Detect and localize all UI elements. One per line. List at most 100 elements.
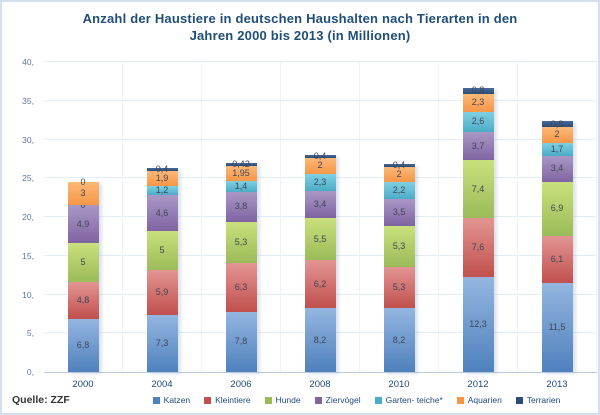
segment-value-label: 12,3: [469, 318, 487, 329]
x-axis-label-2006: 2006: [230, 379, 252, 390]
segment-value-label: 6,8: [76, 340, 90, 351]
category-column-2010: 8,2 5,3 5,3 3,5 2,2 2 0,4 2010: [360, 62, 439, 390]
bar-segment-Katzen-2013: 11,5: [541, 282, 573, 372]
bar-segment-Terrarien-2012: 0,8: [462, 85, 494, 96]
segment-value-label: 6,2: [313, 278, 327, 289]
bar-segment-Terrarien-2010: 0,4: [383, 159, 415, 170]
bar-segment-Ziervögel-2010: 3,5: [383, 199, 415, 227]
y-axis-tick-label: 25,: [22, 173, 34, 184]
gridline: [44, 99, 597, 101]
segment-value-label: 1,9: [155, 173, 169, 184]
bar-segment-Kleintiere-2006: 6,3: [225, 262, 257, 312]
bar-segment-Garten- teiche*-2010: 2,2: [383, 182, 415, 200]
segment-value-label: 5,5: [313, 233, 327, 244]
legend-item-Katzen: Katzen: [152, 395, 191, 405]
legend-item-Terrarien: Terrarien: [515, 395, 560, 405]
bar-segment-Katzen-2004: 7,3: [146, 315, 178, 372]
x-axis-label-2004: 2004: [151, 379, 173, 390]
chart-title-line1: Anzahl der Haustiere in deutschen Hausha…: [82, 11, 518, 26]
segment-value-label: 2,2: [392, 185, 406, 196]
bar-segment-Aquarien-2000: 3: [67, 182, 99, 206]
bar-segment-Kleintiere-2013: 6,1: [541, 235, 573, 283]
segment-value-label: 6,1: [550, 253, 564, 264]
bar-segment-Garten- teiche*-2008: 2,3: [304, 173, 336, 192]
segment-value-label: 5: [80, 257, 86, 268]
y-axis-tick-label: 15,: [22, 250, 34, 261]
bar-segment-Hunde-2004: 5: [146, 230, 178, 270]
legend-item-Aquarien: Aquarien: [456, 395, 502, 405]
legend-swatch-icon: [314, 396, 322, 404]
x-axis-label-2010: 2010: [388, 379, 410, 390]
category-column-2008: 8,2 6,2 5,5 3,4 2,3 2 0,4 2008: [281, 62, 360, 390]
source-label: Quelle: ZZF: [12, 394, 70, 406]
segment-value-label: 0,4: [313, 151, 327, 162]
segment-value-label: 2,3: [313, 177, 327, 188]
segment-value-label: 11,5: [548, 321, 566, 332]
bar-segment-Hunde-2012: 7,4: [462, 160, 494, 218]
category-column-2012: 12,3 7,6 7,4 3,7 2,6 2,3 0,8 2012: [439, 62, 518, 390]
segment-value-label: 1,7: [550, 143, 564, 154]
legend-label: Aquarien: [467, 395, 502, 405]
y-axis-tick-label: 10,: [22, 289, 34, 300]
segment-value-label: 2,6: [471, 116, 485, 127]
legend-swatch-icon: [456, 396, 464, 404]
segment-value-label: 0,42: [232, 159, 250, 170]
chart-title-line2: Jahren 2000 bis 2013 (in Millionen): [189, 28, 411, 43]
bar-segment-Ziervögel-2012: 3,7: [462, 131, 494, 161]
bar-segment-Aquarien-2004: 1,9: [146, 171, 178, 187]
segment-value-label: 2: [317, 160, 323, 171]
bar-segment-Terrarien-2006: 0,42: [225, 159, 257, 170]
x-axis-label-2013: 2013: [546, 379, 568, 390]
y-axis-tick-label: 20,: [22, 212, 34, 222]
bar-segment-Kleintiere-2008: 6,2: [304, 260, 336, 309]
stacked-bar-2012: 12,3 7,6 7,4 3,7 2,6 2,3 0,8: [462, 85, 494, 372]
legend-item-Garten- teiche*: Garten- teiche*: [374, 395, 443, 405]
segment-value-label: 7,6: [471, 241, 485, 252]
bar-segment-Aquarien-2008: 2: [304, 158, 336, 174]
legend-item-Ziervögel: Ziervögel: [314, 395, 361, 405]
segment-value-label: 5,3: [234, 236, 248, 247]
bar-segment-Terrarien-2013: 0,8: [541, 119, 573, 128]
stacked-bar-2013: 11,5 6,1 6,9 3,4 1,7 2 0,8: [541, 119, 573, 372]
legend-swatch-icon: [515, 396, 523, 404]
legend-label: Garten- teiche*: [385, 395, 443, 405]
segment-value-label: 5,3: [392, 241, 406, 252]
x-axis-label-2012: 2012: [467, 379, 489, 390]
bar-segment-Aquarien-2010: 2: [383, 166, 415, 183]
bar-segment-Garten- teiche*-2013: 1,7: [541, 142, 573, 156]
x-axis-label-2000: 2000: [72, 379, 94, 390]
bar-segment-Garten- teiche*-2004: 1,2: [146, 186, 178, 196]
legend-swatch-icon: [204, 396, 212, 404]
segment-value-label: 0,8: [471, 85, 485, 96]
bar-segment-Hunde-2006: 5,3: [225, 221, 257, 263]
segment-value-label: 5,9: [155, 287, 169, 298]
y-axis-tick-label: 35,: [22, 95, 34, 106]
bar-segment-Garten- teiche*-2012: 2,6: [462, 111, 494, 132]
bar-segment-Terrarien-2004: 0,4: [146, 164, 178, 175]
segment-value-label: 2: [396, 168, 402, 179]
stacked-bar-2004: 7,3 5,9 5 4,6 1,2 1,9 0,4: [146, 164, 178, 372]
bar-segment-Garten- teiche*-2006: 1,4: [225, 181, 257, 193]
stacked-bar-2006: 7,8 6,3 5,3 3,8 1,4 1,95 0,42: [225, 159, 257, 372]
segment-value-label: 0,4: [155, 164, 169, 175]
legend-swatch-icon: [152, 396, 160, 404]
bar-segment-Kleintiere-2004: 5,9: [146, 269, 178, 316]
bar-segment-Hunde-2013: 6,9: [541, 182, 573, 236]
bar-segment-Ziervögel-2006: 3,8: [225, 192, 257, 222]
legend-swatch-icon: [264, 396, 272, 404]
plot-area: 6,84,854,903020007,35,954,61,21,90,42004…: [44, 61, 597, 390]
bar-segment-Katzen-2006: 7,8: [225, 311, 257, 372]
segment-value-label: 8,2: [313, 334, 327, 345]
legend-label: Kleintiere: [215, 395, 251, 405]
bar-segment-Katzen-2000: 6,8: [67, 319, 99, 372]
segment-value-label: 7,4: [471, 183, 485, 194]
legend-label: Katzen: [163, 395, 191, 405]
category-column-2004: 7,3 5,9 5 4,6 1,2 1,9 0,4 2004: [123, 62, 202, 390]
stacked-bar-2010: 8,2 5,3 5,3 3,5 2,2 2 0,4: [383, 159, 415, 372]
bar-segment-Hunde-2010: 5,3: [383, 226, 415, 268]
segment-value-label: 3,8: [234, 201, 248, 212]
bar-segment-Ziervögel-2004: 4,6: [146, 195, 178, 231]
segment-value-label: 1,4: [234, 181, 248, 192]
segment-value-label: 0,4: [392, 159, 406, 170]
